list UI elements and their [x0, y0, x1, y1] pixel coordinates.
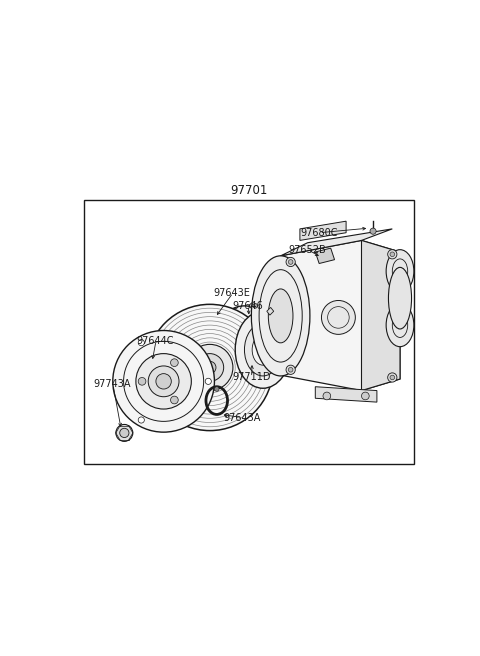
Ellipse shape — [322, 300, 355, 335]
Circle shape — [288, 367, 293, 372]
Ellipse shape — [113, 331, 215, 432]
Ellipse shape — [136, 354, 192, 409]
Ellipse shape — [147, 304, 273, 430]
Ellipse shape — [235, 311, 291, 388]
Polygon shape — [281, 229, 392, 256]
Circle shape — [138, 340, 144, 346]
Circle shape — [116, 424, 133, 441]
Ellipse shape — [244, 323, 281, 376]
Polygon shape — [300, 221, 346, 240]
Circle shape — [361, 392, 369, 400]
Circle shape — [138, 417, 144, 423]
Text: 97644C: 97644C — [137, 335, 174, 346]
Ellipse shape — [252, 335, 274, 365]
Ellipse shape — [204, 361, 216, 374]
Ellipse shape — [268, 289, 293, 343]
Text: 97701: 97701 — [230, 184, 268, 197]
Circle shape — [390, 252, 395, 256]
Circle shape — [288, 260, 293, 264]
Polygon shape — [361, 240, 400, 390]
Circle shape — [215, 387, 219, 392]
Circle shape — [170, 396, 178, 404]
Polygon shape — [315, 248, 335, 264]
Ellipse shape — [238, 343, 251, 358]
Ellipse shape — [187, 344, 233, 390]
Text: 97743A: 97743A — [94, 379, 131, 390]
Polygon shape — [267, 308, 274, 315]
Text: 97711D: 97711D — [232, 373, 271, 382]
Circle shape — [170, 359, 178, 367]
Ellipse shape — [148, 366, 179, 397]
Circle shape — [323, 392, 331, 400]
Circle shape — [286, 365, 295, 375]
Text: 97652B: 97652B — [288, 245, 326, 255]
Circle shape — [205, 379, 211, 384]
Circle shape — [286, 257, 295, 266]
Ellipse shape — [211, 306, 278, 395]
Ellipse shape — [252, 256, 310, 376]
Circle shape — [370, 228, 376, 234]
Ellipse shape — [196, 354, 224, 381]
Circle shape — [253, 304, 258, 308]
Circle shape — [388, 373, 397, 382]
Circle shape — [138, 377, 146, 385]
Text: 97646: 97646 — [232, 301, 263, 311]
Text: 97680C: 97680C — [300, 228, 337, 237]
Ellipse shape — [156, 374, 171, 389]
Ellipse shape — [386, 304, 414, 346]
Circle shape — [388, 250, 397, 259]
Polygon shape — [315, 387, 377, 402]
Ellipse shape — [388, 268, 411, 329]
Polygon shape — [249, 302, 256, 310]
Circle shape — [120, 428, 129, 438]
Ellipse shape — [221, 319, 267, 381]
Circle shape — [390, 375, 395, 380]
Ellipse shape — [386, 250, 414, 293]
Ellipse shape — [230, 332, 258, 369]
Bar — [84, 200, 414, 464]
Text: 97643E: 97643E — [214, 288, 251, 298]
Polygon shape — [281, 240, 400, 390]
Text: 97643A: 97643A — [223, 413, 260, 422]
